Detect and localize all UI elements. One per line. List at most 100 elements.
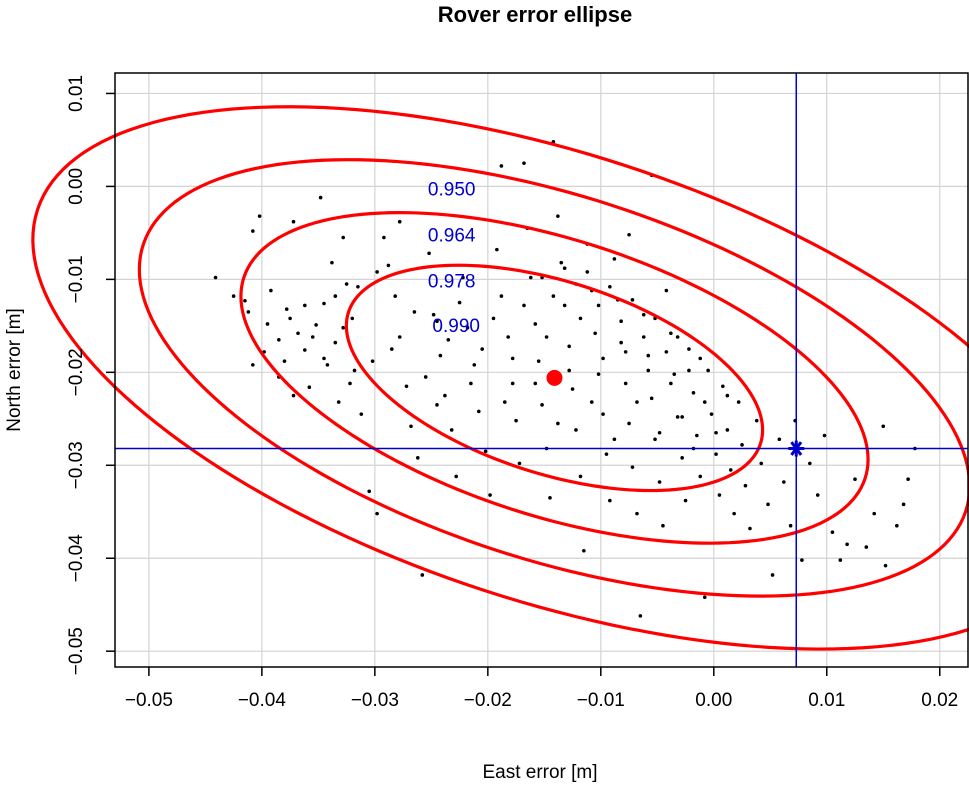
x-tick-label: 0.01 — [808, 690, 845, 711]
data-point — [736, 400, 741, 404]
data-point — [454, 474, 459, 479]
data-point — [251, 229, 255, 233]
data-point — [341, 325, 346, 330]
data-point — [291, 219, 296, 224]
data-point — [627, 232, 631, 237]
error-ellipse-0.990 — [344, 263, 765, 493]
x-tick-label: −0.01 — [577, 690, 625, 711]
data-point — [556, 421, 560, 426]
data-point — [743, 483, 748, 488]
data-point — [488, 493, 492, 497]
y-tick-label: −0.04 — [66, 534, 87, 583]
data-point — [367, 489, 372, 494]
data-point — [562, 266, 567, 271]
data-point — [420, 573, 425, 577]
data-point — [469, 381, 473, 386]
data-point — [551, 294, 556, 298]
data-point — [243, 298, 247, 303]
data-point — [770, 573, 775, 577]
error-ellipse-0.978 — [239, 211, 870, 545]
data-point — [680, 415, 684, 419]
data-point — [567, 344, 571, 349]
data-point — [461, 275, 465, 280]
data-point — [664, 288, 669, 293]
data-point — [423, 375, 428, 379]
data-point — [906, 477, 910, 482]
data-point — [881, 424, 886, 429]
data-point — [303, 348, 307, 352]
data-point — [499, 294, 504, 298]
data-point — [687, 368, 691, 373]
data-point — [709, 412, 714, 416]
data-point — [649, 396, 654, 401]
data-point — [706, 368, 710, 373]
data-point — [427, 251, 431, 256]
y-axis-label: North error [m] — [4, 308, 25, 432]
data-point — [296, 331, 300, 336]
data-point — [582, 549, 586, 553]
data-point — [251, 363, 255, 367]
data-point — [702, 400, 707, 404]
data-point — [822, 433, 827, 438]
data-point — [638, 614, 643, 618]
data-point — [714, 452, 718, 456]
data-point — [386, 263, 391, 268]
data-point — [808, 461, 812, 466]
data-point — [544, 335, 549, 339]
ellipse-center-marker — [546, 369, 563, 386]
data-point — [683, 498, 688, 503]
data-point — [356, 285, 360, 289]
contour-label: 0.950 — [428, 179, 476, 200]
data-point — [702, 595, 707, 600]
data-point — [601, 356, 605, 361]
y-tick-label: −0.03 — [66, 441, 87, 489]
data-point — [382, 235, 386, 240]
data-point — [830, 530, 835, 535]
data-point — [333, 340, 338, 345]
data-point — [517, 461, 522, 466]
data-point — [393, 294, 397, 298]
grid-lines — [115, 73, 968, 667]
data-point — [672, 372, 677, 376]
data-point — [404, 384, 409, 389]
data-point — [431, 312, 436, 317]
y-tick-label: −0.01 — [66, 255, 87, 303]
data-point — [336, 400, 341, 404]
data-point — [352, 368, 357, 373]
data-point — [612, 437, 617, 442]
data-point — [333, 294, 338, 298]
x-tick-label: −0.04 — [238, 690, 287, 711]
data-point — [359, 412, 364, 416]
data-point — [350, 316, 355, 321]
data-point — [623, 350, 628, 354]
data-point — [627, 421, 631, 426]
reference-asterisk-marker — [788, 440, 805, 457]
contour-label: 0.990 — [432, 316, 480, 337]
data-point — [754, 418, 759, 423]
data-point — [397, 219, 402, 224]
data-point — [514, 418, 518, 423]
chart-title: Rover error ellipse — [438, 2, 632, 27]
data-point — [675, 415, 680, 419]
data-point — [815, 493, 820, 497]
data-point — [510, 381, 515, 386]
data-point — [732, 511, 736, 516]
data-point — [438, 353, 443, 358]
data-point — [397, 335, 402, 339]
data-point — [574, 428, 578, 432]
data-point — [409, 424, 413, 429]
data-point — [740, 443, 744, 447]
data-point — [653, 437, 657, 442]
data-point — [680, 456, 684, 460]
data-point — [766, 502, 770, 507]
data-point — [646, 368, 651, 373]
data-point — [533, 381, 538, 386]
data-point — [593, 331, 597, 336]
data-point — [619, 319, 623, 323]
data-point — [623, 381, 628, 386]
data-point — [322, 356, 326, 361]
data-point — [415, 456, 420, 460]
data-point — [669, 381, 673, 386]
data-point — [269, 288, 273, 293]
